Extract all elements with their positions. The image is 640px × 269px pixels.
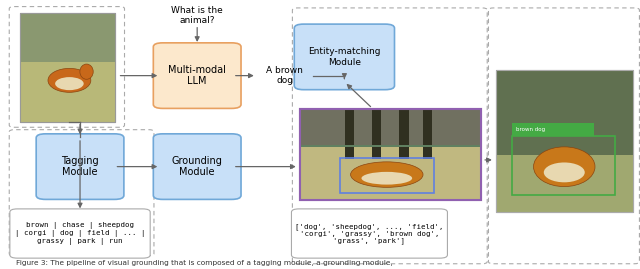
FancyBboxPatch shape: [154, 134, 241, 199]
Bar: [300, 147, 481, 200]
Ellipse shape: [48, 68, 91, 92]
Text: Grounding
Module: Grounding Module: [172, 156, 223, 178]
Bar: [20, 62, 115, 122]
Text: A brown
dog: A brown dog: [266, 66, 303, 85]
Bar: [372, 109, 381, 159]
Bar: [513, 123, 595, 136]
Ellipse shape: [80, 64, 93, 79]
Text: Tagging
Module: Tagging Module: [61, 156, 99, 178]
Bar: [300, 109, 481, 200]
Text: What is the
animal?: What is the animal?: [172, 6, 223, 26]
Bar: [423, 109, 432, 159]
Bar: [513, 136, 615, 195]
Ellipse shape: [351, 162, 423, 187]
Bar: [20, 13, 115, 122]
Bar: [300, 145, 481, 147]
Bar: [300, 109, 481, 200]
Bar: [20, 13, 115, 62]
FancyBboxPatch shape: [36, 134, 124, 199]
Text: Multi-modal
LLM: Multi-modal LLM: [168, 65, 226, 86]
Bar: [496, 70, 632, 212]
Text: Entity-matching
Module: Entity-matching Module: [308, 47, 381, 67]
Ellipse shape: [544, 162, 585, 182]
Text: brown dog: brown dog: [516, 127, 545, 132]
Bar: [345, 109, 354, 159]
Bar: [496, 70, 632, 155]
FancyBboxPatch shape: [10, 209, 150, 258]
Bar: [496, 70, 632, 212]
Text: brown | chase | sheepdog
| corgi | dog | field | ... |
grassy | park | run: brown | chase | sheepdog | corgi | dog |…: [15, 222, 145, 245]
Ellipse shape: [534, 147, 595, 187]
Bar: [20, 13, 115, 122]
Text: ['dog', 'sheepdog', ..., 'field',
'corgi', 'grassy', 'brown dog',
'grass', 'park: ['dog', 'sheepdog', ..., 'field', 'corgi…: [295, 223, 444, 244]
FancyBboxPatch shape: [291, 209, 447, 258]
Bar: [340, 158, 434, 193]
Bar: [399, 109, 408, 159]
Text: Figure 3: The pipeline of visual grounding that is composed of a tagging module,: Figure 3: The pipeline of visual groundi…: [15, 260, 392, 266]
Bar: [300, 109, 481, 147]
FancyBboxPatch shape: [154, 43, 241, 108]
Bar: [496, 155, 632, 212]
FancyBboxPatch shape: [294, 24, 394, 90]
Ellipse shape: [55, 77, 84, 90]
Ellipse shape: [362, 172, 412, 185]
